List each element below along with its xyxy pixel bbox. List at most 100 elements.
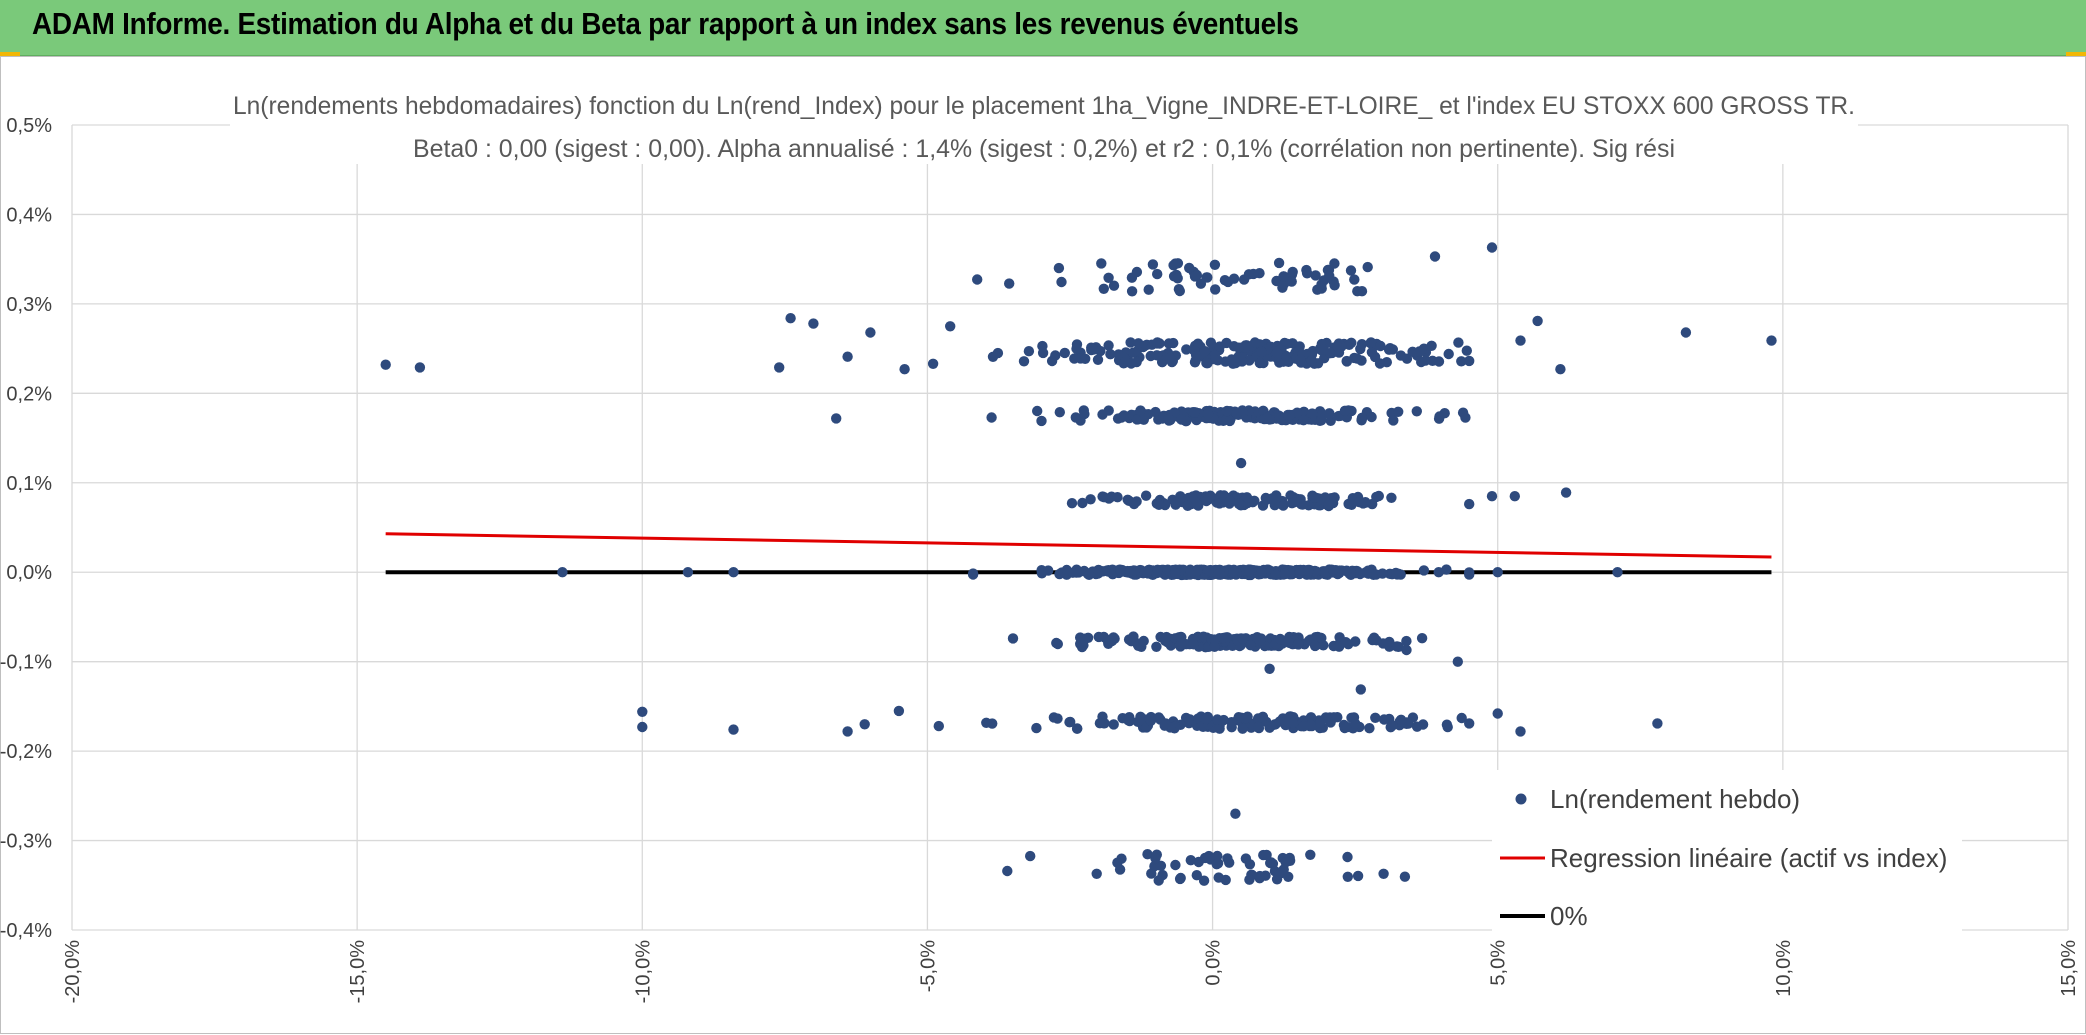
data-point	[1249, 495, 1260, 506]
data-point	[1342, 851, 1353, 863]
data-point	[1201, 357, 1212, 369]
data-point	[1652, 718, 1663, 729]
scatter-points	[380, 242, 1777, 886]
data-point	[380, 359, 391, 370]
data-point	[682, 567, 694, 578]
y-tick-label: 0,5%	[6, 115, 52, 137]
data-point	[728, 567, 739, 578]
data-point	[1261, 849, 1272, 861]
data-point	[1411, 721, 1423, 732]
data-point	[1267, 493, 1279, 505]
data-point	[1249, 337, 1261, 348]
data-point	[842, 351, 853, 362]
data-point	[1515, 335, 1526, 346]
data-point	[1224, 495, 1236, 507]
data-point	[1170, 568, 1181, 579]
data-point	[1212, 714, 1223, 725]
data-point	[1401, 644, 1412, 656]
data-point	[893, 705, 905, 717]
data-point	[1152, 268, 1163, 280]
y-tick-label: -0,3%	[0, 831, 52, 853]
data-point	[1364, 723, 1375, 734]
data-point	[1318, 344, 1330, 355]
data-point	[1253, 721, 1264, 733]
data-point	[1222, 276, 1234, 288]
data-point	[1429, 251, 1441, 262]
data-point	[1083, 569, 1095, 580]
data-point	[1362, 261, 1373, 273]
data-point	[1218, 632, 1229, 644]
data-point	[1153, 499, 1165, 510]
data-point	[1349, 274, 1360, 285]
data-point	[1224, 415, 1236, 427]
data-point	[1378, 714, 1390, 725]
data-point	[1324, 409, 1335, 420]
data-point	[1105, 349, 1116, 360]
y-tick-label: 0,2%	[6, 383, 52, 405]
data-point	[1378, 868, 1389, 879]
data-point	[1142, 849, 1153, 860]
data-point	[1560, 487, 1572, 498]
data-point	[637, 721, 648, 733]
data-point	[1222, 853, 1233, 864]
data-point	[1339, 405, 1351, 416]
data-point	[1237, 723, 1248, 734]
data-point	[1072, 723, 1083, 734]
y-axis-ticks: 0,5% 0,4% 0,3% 0,2% 0,1% 0,0% -0,1% -0,2% -0,3% -…	[0, 115, 52, 942]
data-point	[1492, 567, 1503, 578]
data-point	[1356, 286, 1368, 297]
data-point	[1414, 346, 1425, 357]
data-point	[1316, 409, 1328, 420]
data-point	[1153, 875, 1164, 886]
data-point	[1037, 347, 1049, 359]
regression-line-group	[385, 532, 1772, 559]
x-tick-label: 0,0%	[1203, 940, 1225, 986]
data-point	[1329, 492, 1340, 503]
data-point	[1135, 405, 1146, 416]
data-point	[1220, 874, 1231, 886]
data-point	[1298, 721, 1310, 732]
data-point	[1256, 567, 1267, 578]
data-point	[1122, 494, 1133, 505]
data-point	[1464, 718, 1475, 729]
data-point	[1054, 407, 1066, 418]
data-point	[1333, 641, 1345, 652]
data-point	[1032, 405, 1043, 417]
data-point	[1350, 718, 1361, 729]
data-point	[1091, 868, 1102, 879]
data-point	[1298, 415, 1309, 426]
y-tick-label: -0,2%	[0, 741, 52, 763]
data-point	[1077, 497, 1088, 509]
x-tick-label: -20,0%	[62, 940, 84, 1004]
data-point	[1170, 859, 1181, 871]
data-point	[1103, 340, 1114, 351]
data-point	[1464, 355, 1475, 367]
data-point	[1066, 498, 1078, 509]
y-tick-label: -0,1%	[0, 652, 52, 674]
data-point	[1199, 852, 1211, 864]
data-point	[1097, 491, 1108, 502]
data-point	[986, 412, 997, 423]
data-point	[1201, 495, 1212, 507]
data-point	[865, 327, 876, 338]
data-point	[1245, 640, 1256, 651]
data-point	[1344, 339, 1355, 350]
data-point	[1612, 567, 1623, 578]
data-point	[1426, 340, 1437, 351]
data-point	[1345, 265, 1357, 276]
data-point	[1332, 341, 1344, 353]
data-point	[1261, 412, 1273, 424]
data-point	[1349, 352, 1360, 364]
data-point	[1080, 353, 1091, 364]
data-point	[1135, 715, 1146, 726]
data-point	[1181, 344, 1192, 355]
data-point	[1202, 408, 1214, 419]
data-point	[1287, 266, 1298, 278]
legend-marker-scatter	[1515, 793, 1527, 805]
data-point	[1680, 327, 1692, 338]
data-point	[1279, 568, 1291, 580]
data-point	[1287, 718, 1299, 729]
data-point	[1278, 271, 1290, 282]
data-point	[1205, 337, 1217, 348]
